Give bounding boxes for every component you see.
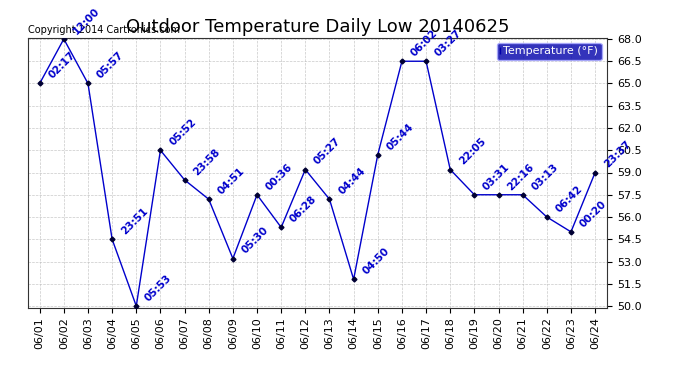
Text: 23:58: 23:58 bbox=[192, 147, 222, 177]
Text: 22:05: 22:05 bbox=[457, 136, 488, 167]
Text: 06:28: 06:28 bbox=[288, 194, 319, 225]
Text: 02:17: 02:17 bbox=[47, 50, 77, 81]
Legend: Temperature (°F): Temperature (°F) bbox=[497, 43, 602, 60]
Text: 03:13: 03:13 bbox=[530, 162, 560, 192]
Title: Outdoor Temperature Daily Low 20140625: Outdoor Temperature Daily Low 20140625 bbox=[126, 18, 509, 36]
Text: 05:27: 05:27 bbox=[313, 136, 343, 167]
Text: 05:52: 05:52 bbox=[168, 117, 198, 147]
Text: 06:42: 06:42 bbox=[554, 184, 584, 214]
Text: 00:20: 00:20 bbox=[578, 199, 609, 229]
Text: 12:00: 12:00 bbox=[71, 6, 101, 36]
Text: 23:51: 23:51 bbox=[119, 206, 150, 237]
Text: 22:16: 22:16 bbox=[506, 162, 536, 192]
Text: 04:44: 04:44 bbox=[337, 166, 367, 196]
Text: 03:27: 03:27 bbox=[433, 28, 464, 58]
Text: 06:02: 06:02 bbox=[409, 28, 440, 58]
Text: 03:31: 03:31 bbox=[482, 162, 512, 192]
Text: Copyright 2014 Cartronics.com: Copyright 2014 Cartronics.com bbox=[28, 25, 179, 35]
Text: 04:51: 04:51 bbox=[216, 166, 246, 196]
Text: 23:37: 23:37 bbox=[602, 139, 633, 170]
Text: 00:36: 00:36 bbox=[264, 162, 295, 192]
Text: 05:53: 05:53 bbox=[144, 273, 174, 303]
Text: 04:50: 04:50 bbox=[361, 246, 391, 276]
Text: 05:44: 05:44 bbox=[385, 121, 415, 152]
Text: 05:57: 05:57 bbox=[95, 50, 126, 81]
Text: 05:30: 05:30 bbox=[240, 225, 270, 256]
